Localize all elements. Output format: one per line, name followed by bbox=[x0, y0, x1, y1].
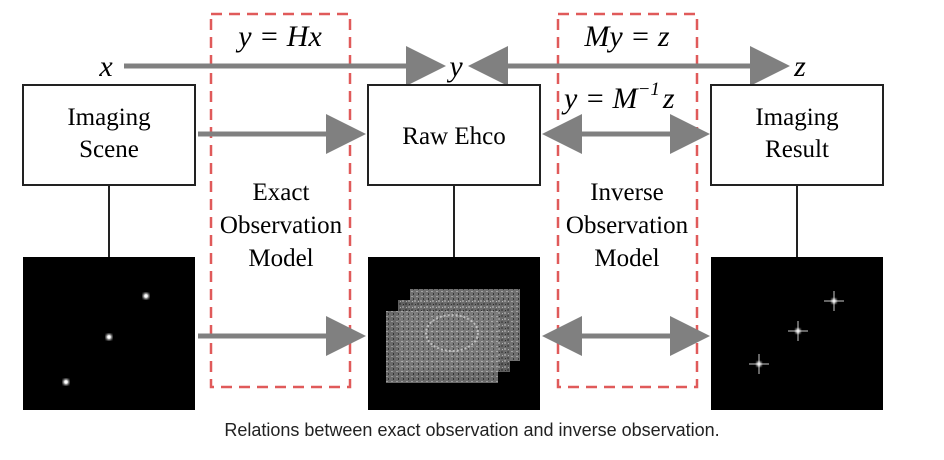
var-z: z bbox=[793, 50, 806, 83]
imaging-result-box bbox=[710, 84, 884, 186]
equation-inverse-base: y = M bbox=[561, 82, 640, 115]
exact-model-label-line3: Model bbox=[248, 245, 313, 272]
raw-echo-image bbox=[368, 257, 540, 410]
inverse-model-region bbox=[556, 12, 699, 389]
imaging-result-label-line1: Imaging bbox=[755, 104, 839, 131]
raw-echo-label: Raw Ehco bbox=[402, 123, 505, 150]
figure-caption: Relations between exact observation and … bbox=[224, 420, 720, 440]
equation-inverse-exp: −1 bbox=[638, 79, 660, 100]
exact-model-label-line2: Observation bbox=[220, 212, 343, 239]
inverse-model-label-line1: Inverse bbox=[590, 179, 664, 206]
imaging-result-label: Imaging Result bbox=[755, 104, 839, 163]
imaging-result-label-line2: Result bbox=[765, 136, 829, 163]
inverse-model-label-line2: Observation bbox=[566, 212, 689, 239]
diagram: x y z y = Hx My = z y = M−1 z Imaging Scen… bbox=[22, 12, 884, 410]
imaging-scene-label-line1: Imaging bbox=[67, 104, 151, 131]
exact-model-region bbox=[209, 12, 352, 389]
equation-measure: My = z bbox=[583, 20, 670, 53]
diagram-canvas: x y z y = Hx My = z y = M−1 z Imaging Scen… bbox=[22, 12, 884, 410]
exact-model-label-line1: Exact bbox=[253, 179, 310, 206]
imaging-scene-label: Imaging Scene bbox=[67, 104, 151, 163]
equation-forward: y = Hx bbox=[235, 20, 322, 53]
equation-inverse-var: z bbox=[662, 82, 675, 115]
equation-inverse: y = M−1 z bbox=[561, 79, 675, 115]
imaging-scene-box bbox=[22, 84, 196, 186]
var-x: x bbox=[98, 50, 113, 83]
inverse-model-label: Inverse Observation Model bbox=[566, 179, 689, 272]
inverse-model-label-line3: Model bbox=[594, 245, 659, 272]
var-y: y bbox=[446, 50, 463, 83]
result-image bbox=[711, 257, 883, 410]
raw-echo-box bbox=[367, 84, 541, 186]
scene-image bbox=[23, 257, 195, 410]
imaging-scene-label-line2: Scene bbox=[79, 136, 139, 163]
exact-model-label: Exact Observation Model bbox=[220, 179, 343, 272]
